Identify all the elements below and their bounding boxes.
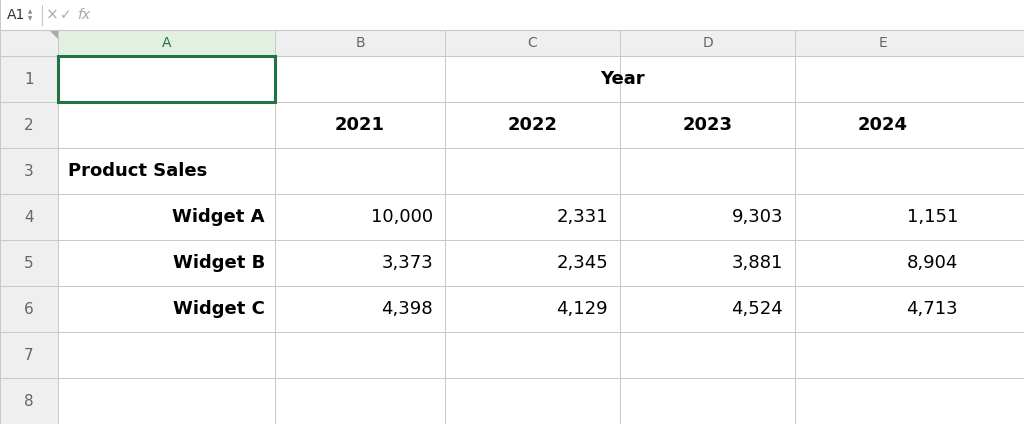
Text: Widget C: Widget C — [173, 300, 265, 318]
Bar — [58, 30, 275, 56]
Text: 2021: 2021 — [335, 116, 385, 134]
Text: 10,000: 10,000 — [371, 208, 433, 226]
Text: 2023: 2023 — [683, 116, 732, 134]
Text: 5: 5 — [25, 256, 34, 271]
Text: E: E — [879, 36, 887, 50]
Bar — [0, 56, 58, 424]
Text: ×: × — [46, 8, 58, 22]
Text: ▲: ▲ — [28, 9, 32, 14]
Text: 4,524: 4,524 — [731, 300, 783, 318]
Text: 8,904: 8,904 — [906, 254, 958, 272]
Text: Widget B: Widget B — [173, 254, 265, 272]
Text: D: D — [702, 36, 713, 50]
Polygon shape — [0, 30, 58, 56]
Text: 8: 8 — [25, 393, 34, 408]
Text: 1: 1 — [25, 72, 34, 86]
Text: Year: Year — [600, 70, 645, 88]
Text: 2: 2 — [25, 117, 34, 132]
Bar — [58, 56, 1024, 424]
Text: 4,129: 4,129 — [556, 300, 608, 318]
Text: B: B — [355, 36, 365, 50]
Text: Widget A: Widget A — [172, 208, 265, 226]
Text: 2024: 2024 — [857, 116, 907, 134]
Bar — [58, 56, 275, 102]
Text: 2,345: 2,345 — [556, 254, 608, 272]
Text: 6: 6 — [25, 301, 34, 316]
Text: C: C — [527, 36, 538, 50]
Text: 2,331: 2,331 — [556, 208, 608, 226]
Text: 3,373: 3,373 — [381, 254, 433, 272]
Text: fx: fx — [78, 8, 90, 22]
Text: Product Sales: Product Sales — [68, 162, 207, 180]
Text: A: A — [162, 36, 171, 50]
Text: 3,881: 3,881 — [731, 254, 783, 272]
Bar — [0, 30, 1024, 56]
Bar — [0, 0, 1024, 30]
Text: 4,713: 4,713 — [906, 300, 958, 318]
Text: A1: A1 — [7, 8, 26, 22]
Text: 4,398: 4,398 — [381, 300, 433, 318]
Text: 7: 7 — [25, 348, 34, 363]
Text: 9,303: 9,303 — [731, 208, 783, 226]
Text: 3: 3 — [25, 164, 34, 179]
Text: 1,151: 1,151 — [906, 208, 958, 226]
Text: 2022: 2022 — [508, 116, 557, 134]
Text: ✓: ✓ — [60, 8, 72, 22]
Text: ▼: ▼ — [28, 16, 32, 21]
Text: 4: 4 — [25, 209, 34, 224]
Polygon shape — [49, 30, 58, 39]
